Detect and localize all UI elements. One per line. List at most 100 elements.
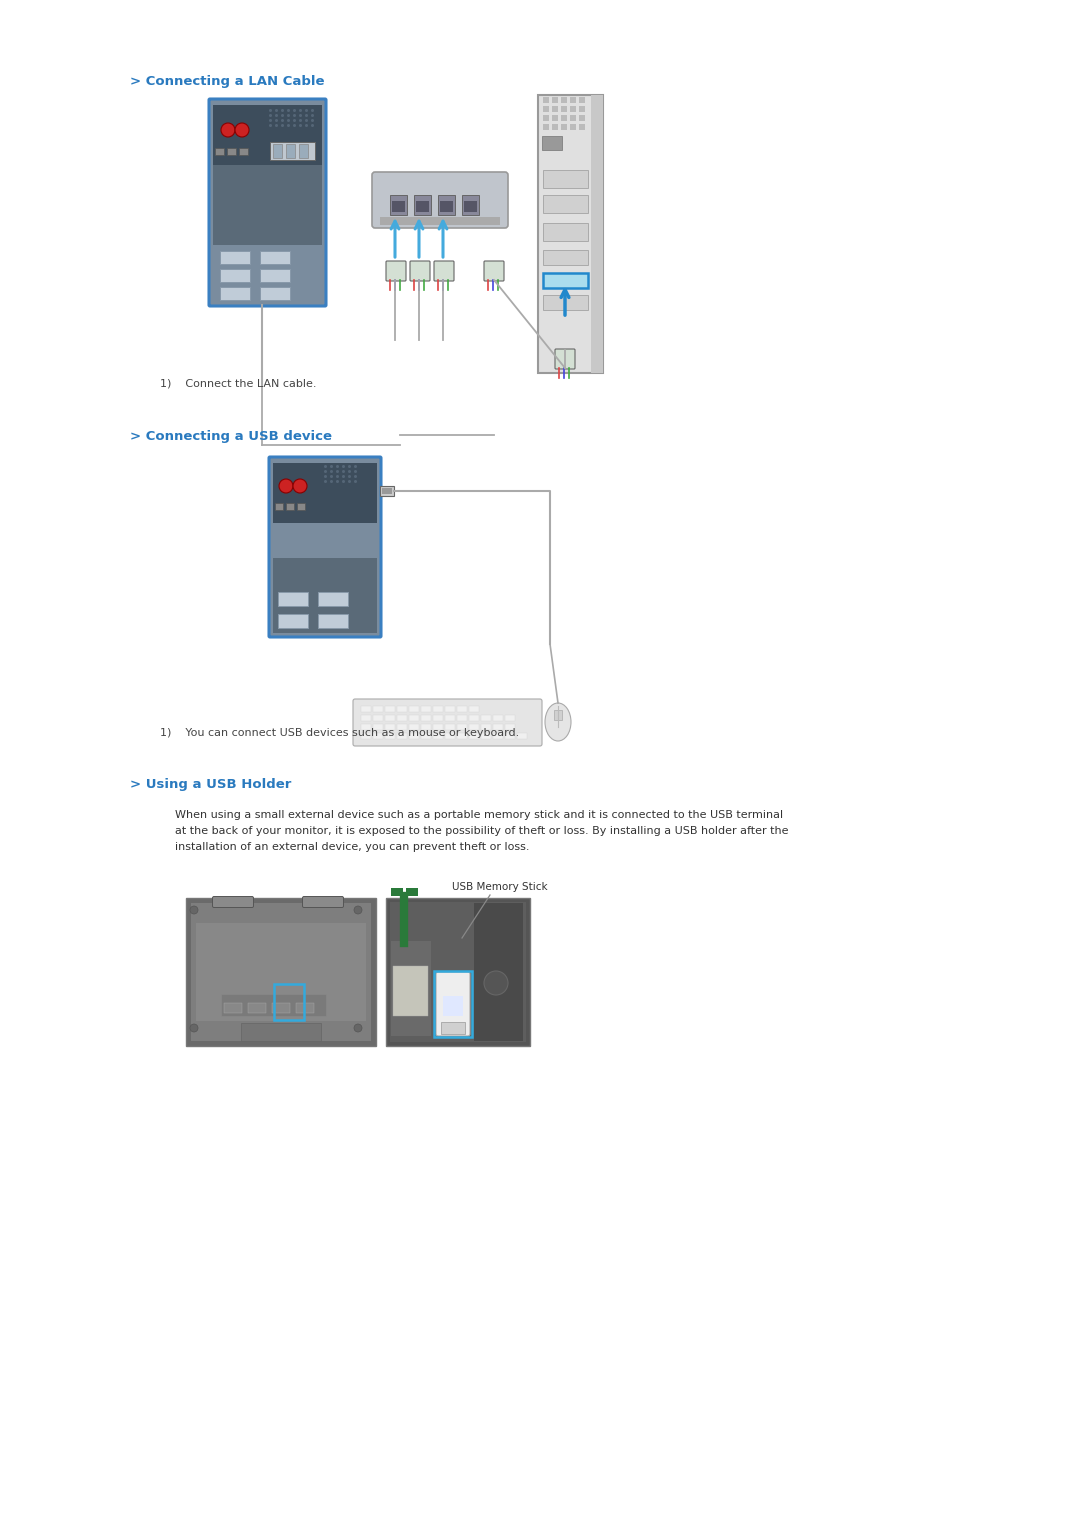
Bar [274, 984, 303, 1021]
FancyBboxPatch shape [269, 457, 381, 637]
Circle shape [293, 478, 307, 494]
Bar [579, 105, 585, 112]
Bar [433, 733, 443, 740]
Bar [552, 96, 558, 102]
Bar [248, 1002, 266, 1013]
Bar [561, 115, 567, 121]
Bar [492, 733, 503, 740]
Bar [543, 115, 549, 121]
Text: 1)    You can connect USB devices such as a mouse or keyboard.: 1) You can connect USB devices such as a… [160, 727, 519, 738]
Bar [570, 105, 576, 112]
Bar [445, 715, 455, 721]
Bar [382, 487, 392, 494]
FancyBboxPatch shape [353, 698, 542, 746]
Bar [421, 724, 431, 730]
FancyBboxPatch shape [213, 897, 254, 908]
Circle shape [190, 906, 198, 914]
Bar [561, 105, 567, 112]
Bar [397, 733, 407, 740]
Bar [438, 196, 455, 215]
Bar [260, 251, 291, 264]
Bar [469, 724, 480, 730]
Text: installation of an external device, you can prevent theft or loss.: installation of an external device, you … [175, 842, 529, 853]
Bar [221, 995, 326, 1016]
Bar [543, 274, 588, 287]
Bar [286, 144, 295, 157]
Bar [191, 903, 372, 1041]
Bar [361, 724, 372, 730]
Bar [462, 196, 480, 215]
Bar [508, 999, 522, 1008]
Bar [373, 715, 383, 721]
Bar [570, 115, 576, 121]
Bar [443, 996, 463, 1016]
Bar [384, 715, 395, 721]
Ellipse shape [545, 703, 571, 741]
FancyBboxPatch shape [386, 261, 406, 281]
Bar [492, 715, 503, 721]
Bar [445, 733, 455, 740]
Bar [397, 724, 407, 730]
Bar [239, 148, 248, 154]
Bar [552, 115, 558, 121]
Bar [508, 952, 522, 960]
Bar [543, 295, 588, 310]
Bar [579, 96, 585, 102]
FancyBboxPatch shape [410, 261, 430, 281]
Bar [273, 463, 377, 523]
Bar [457, 706, 467, 712]
Bar [552, 124, 558, 130]
Text: USB Memory Stick: USB Memory Stick [453, 882, 548, 892]
Bar [416, 202, 429, 212]
Bar [508, 984, 522, 992]
Bar [215, 148, 224, 154]
Bar [299, 144, 308, 157]
Bar [275, 503, 283, 510]
Bar [318, 614, 348, 628]
Bar [220, 287, 249, 299]
Bar [579, 115, 585, 121]
Bar [543, 170, 588, 188]
Bar [591, 95, 603, 373]
Bar [481, 733, 491, 740]
Text: 1)    Connect the LAN cable.: 1) Connect the LAN cable. [160, 377, 316, 388]
Bar [457, 733, 467, 740]
Bar [433, 715, 443, 721]
Bar [538, 95, 603, 373]
Bar [543, 251, 588, 264]
Circle shape [354, 1024, 362, 1031]
Bar [278, 614, 308, 628]
Bar [391, 888, 403, 895]
Bar [543, 274, 588, 287]
Circle shape [354, 906, 362, 914]
Bar [554, 711, 562, 720]
Bar [433, 724, 443, 730]
Bar [391, 941, 431, 1036]
Bar [273, 144, 282, 157]
Bar [561, 96, 567, 102]
Bar [390, 902, 526, 1042]
Bar [543, 124, 549, 130]
Bar [213, 105, 322, 170]
Bar [474, 903, 523, 1041]
Bar [505, 733, 515, 740]
Circle shape [279, 478, 293, 494]
Bar [286, 503, 294, 510]
Bar [409, 715, 419, 721]
Text: > Using a USB Holder: > Using a USB Holder [130, 778, 292, 792]
Bar [409, 706, 419, 712]
Bar [421, 715, 431, 721]
Bar [543, 223, 588, 241]
Bar [441, 1022, 465, 1034]
Bar [361, 733, 372, 740]
Bar [241, 1024, 321, 1041]
Bar [392, 202, 405, 212]
Circle shape [221, 122, 235, 138]
Bar [297, 503, 305, 510]
Bar [296, 1002, 314, 1013]
Bar [220, 269, 249, 283]
Bar [278, 591, 308, 607]
Bar [273, 558, 377, 633]
Bar [409, 733, 419, 740]
Bar [390, 196, 407, 215]
